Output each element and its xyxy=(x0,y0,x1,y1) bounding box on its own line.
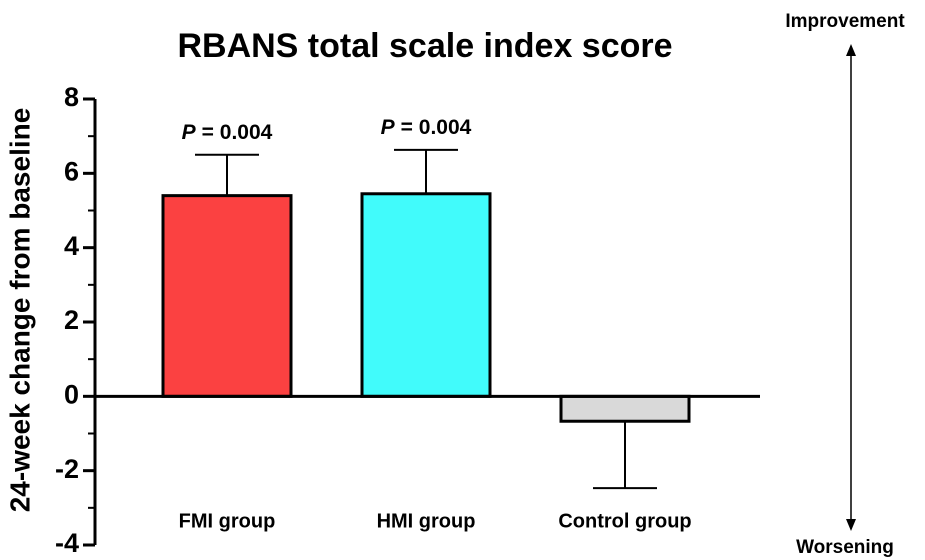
direction-label: Worsening xyxy=(796,537,894,558)
x-tick-label: Control group xyxy=(558,510,691,532)
y-tick-label: 2 xyxy=(64,305,79,335)
y-tick-label: 0 xyxy=(64,379,79,409)
chart-title: RBANS total scale index score xyxy=(177,27,672,65)
bar xyxy=(360,192,492,398)
p-symbol: P xyxy=(381,115,396,138)
p-value: P = 0.004 xyxy=(182,120,273,143)
y-tick-label: 4 xyxy=(64,231,79,261)
arrow-head xyxy=(846,44,856,56)
y-tick-label: -4 xyxy=(55,528,79,558)
bar xyxy=(161,194,293,398)
arrow-head xyxy=(846,519,856,531)
bar xyxy=(559,394,691,423)
x-tick-label: FMI group xyxy=(179,510,276,532)
y-axis-label: 24-week change from baseline xyxy=(4,108,35,513)
y-tick-label: 6 xyxy=(64,156,79,186)
y-tick-label: 8 xyxy=(64,82,79,112)
y-tick-label: -2 xyxy=(55,454,79,484)
p-text: = 0.004 xyxy=(202,120,273,143)
p-value: P = 0.004 xyxy=(381,115,472,138)
p-symbol: P xyxy=(182,120,197,143)
direction-label: Improvement xyxy=(785,11,905,32)
p-text: = 0.004 xyxy=(401,115,472,138)
x-tick-label: HMI group xyxy=(377,510,476,532)
